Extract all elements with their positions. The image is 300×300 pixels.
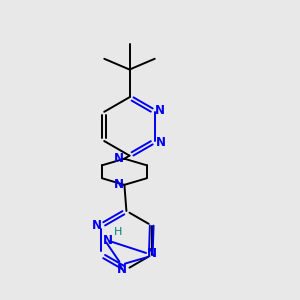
Text: N: N (147, 247, 157, 260)
Text: N: N (117, 263, 127, 276)
Text: N: N (114, 178, 124, 191)
Text: N: N (156, 136, 166, 148)
Text: N: N (155, 104, 165, 117)
Text: N: N (103, 234, 113, 247)
Text: N: N (114, 152, 124, 165)
Text: N: N (92, 219, 102, 232)
Text: H: H (113, 227, 122, 237)
